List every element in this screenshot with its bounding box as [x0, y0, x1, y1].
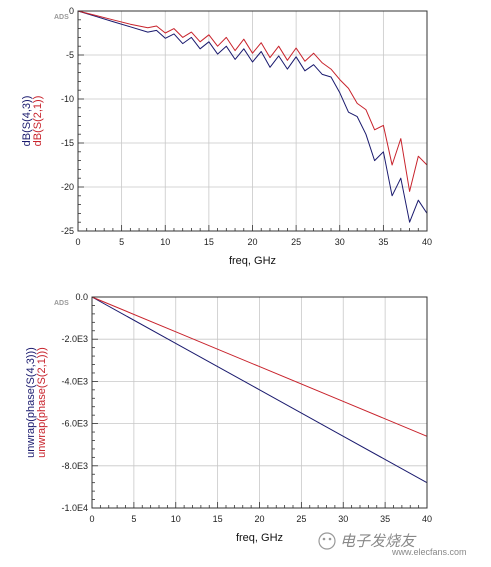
y-axis-label: dB(S(2,1))	[32, 96, 44, 147]
y-tick-label: 0.0	[75, 292, 88, 302]
x-tick-label: 30	[338, 514, 348, 524]
x-tick-label: 35	[380, 514, 390, 524]
x-tick-label: 0	[75, 237, 80, 247]
x-tick-label: 0	[89, 514, 94, 524]
x-tick-label: 15	[204, 237, 214, 247]
x-axis-label: freq, GHz	[229, 255, 276, 267]
x-tick-label: 40	[422, 237, 432, 247]
watermark-site-url: www.elecfans.com	[391, 547, 467, 557]
phase-chart: 0 5 10 15 20 25 30 35 40 0.0 -2.0E3 -4.0E3 -6.0E3 -8.…	[25, 292, 432, 544]
y-axis-label: dB(S(4,3))	[21, 96, 33, 147]
series-line-s21	[77, 10, 428, 192]
y-axis-label: unwrap(phase(S(4,3)))	[25, 347, 37, 458]
x-tick-label: 5	[119, 237, 124, 247]
y-tick-label: -15	[61, 138, 74, 148]
x-axis-label: freq, GHz	[236, 532, 283, 544]
y-tick-label: -5	[66, 50, 74, 60]
x-tick-label: 15	[213, 514, 223, 524]
y-axis-label: unwrap(phase(S(2,1)))	[36, 347, 48, 458]
x-tick-label: 20	[247, 237, 257, 247]
y-tick-label: -8.0E3	[61, 461, 88, 471]
watermark-site-cn: 电子发烧友	[340, 533, 417, 550]
magnitude-chart: 0 5 10 15 20 25 30 35 40 0 -5 -10 -15 -20 -25 freq, GHz…	[21, 6, 432, 267]
y-tick-label: -4.0E3	[61, 376, 88, 386]
watermark-logo	[318, 532, 336, 550]
x-tick-label: 10	[160, 237, 170, 247]
x-tick-label: 25	[296, 514, 306, 524]
x-tick-label: 35	[378, 237, 388, 247]
series-line-s43	[77, 10, 428, 223]
y-tick-label: -10	[61, 94, 74, 104]
y-tick-label: 0	[69, 6, 74, 16]
y-tick-label: -6.0E3	[61, 419, 88, 429]
series-line-s43	[91, 296, 428, 484]
x-tick-label: 25	[291, 237, 301, 247]
ads-badge: ADS	[54, 300, 69, 307]
y-tick-label: -20	[61, 182, 74, 192]
ads-badge: ADS	[54, 14, 69, 21]
watermark: 电子发烧友 www.elecfans.com	[318, 532, 467, 557]
series-line-s21	[91, 296, 428, 437]
plot-frame	[77, 10, 428, 232]
x-tick-label: 40	[422, 514, 432, 524]
x-tick-label: 10	[171, 514, 181, 524]
y-tick-label: -2.0E3	[61, 334, 88, 344]
x-tick-label: 20	[254, 514, 264, 524]
x-tick-label: 30	[335, 237, 345, 247]
y-tick-label: -1.0E4	[61, 503, 88, 513]
plot-frame	[91, 296, 428, 509]
y-tick-label: -25	[61, 226, 74, 236]
x-tick-label: 5	[131, 514, 136, 524]
